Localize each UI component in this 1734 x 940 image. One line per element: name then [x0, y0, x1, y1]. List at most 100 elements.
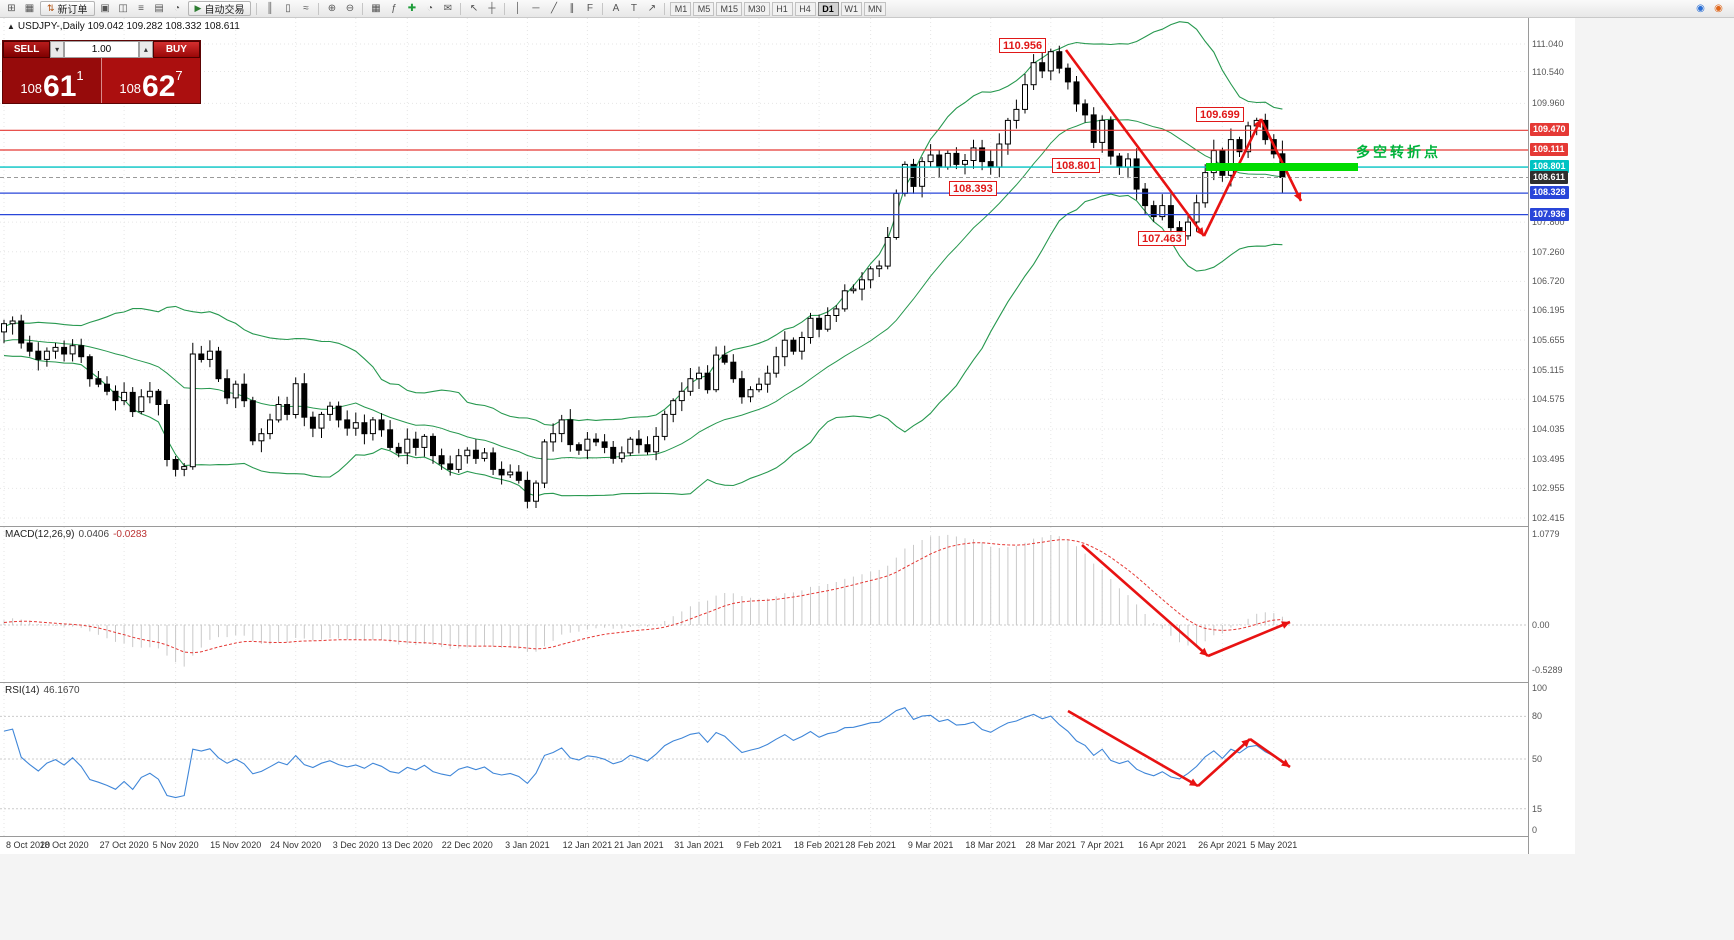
channel-icon[interactable]: ∥	[569, 3, 575, 14]
timeframe-button-w1[interactable]: W1	[840, 1, 862, 16]
top-toolbar: ⊞ ▦ ⇅ 新订单 ▣ ◫ ≡ ▤ ◔ ▶ 自动交易 ║ ▯ ≈ ⊕ ⊖ ▦ ƒ ✚ ◔ ✉ ↖ ┼ │ ─ ╱ ∥ F A T ↗…	[0, 0, 1734, 18]
axis-label: 0.00	[1532, 620, 1550, 630]
autotrade-play-icon: ▶	[194, 3, 202, 13]
timeframe-toolbar: M1 M5 M15 M30 H1 H4 D1 W1 MN	[670, 1, 887, 16]
axis-label: 102.955	[1532, 483, 1565, 494]
axis-label: 0	[1532, 825, 1538, 835]
fibo-icon[interactable]: F	[586, 3, 594, 14]
axis-label: 50	[1532, 754, 1543, 764]
rsi-panel-canvas[interactable]	[0, 683, 1528, 836]
date-label: 28 Mar 2021	[1025, 840, 1077, 850]
volume-decrease-button[interactable]: ▾	[50, 41, 64, 58]
date-label: 22 Dec 2020	[441, 840, 493, 850]
alert-icon[interactable]: ◉	[1714, 3, 1723, 14]
panel-separator[interactable]	[0, 682, 1575, 683]
periods-icon[interactable]: ◔	[426, 3, 433, 14]
timeframe-button-m30[interactable]: M30	[743, 1, 770, 16]
ask-price-figure: 108	[119, 81, 142, 96]
toolbar-separator	[602, 2, 604, 15]
data-window-icon[interactable]: ◫	[118, 3, 128, 14]
date-label: 5 Nov 2020	[152, 840, 199, 850]
line-chart-icon[interactable]: ≈	[303, 3, 309, 14]
bid-price-figure: 108	[20, 81, 43, 96]
bid-price-pips: 61	[43, 69, 77, 103]
navigator-icon[interactable]: ≡	[138, 3, 144, 14]
symbol-marker-icon: ▲	[7, 22, 15, 31]
axis-label: 107.260	[1532, 246, 1565, 257]
one-click-order-row: SELL ▾ ▴ BUY	[3, 41, 200, 58]
sell-button[interactable]: SELL	[3, 41, 51, 58]
toolbar-separator	[362, 2, 364, 15]
zoom-in-icon[interactable]: ⊕	[327, 3, 337, 14]
market-watch-icon[interactable]: ▣	[100, 3, 110, 14]
text-icon[interactable]: A	[612, 3, 620, 14]
date-label: 9 Feb 2021	[736, 840, 782, 850]
terminal-icon[interactable]: ▤	[154, 3, 164, 14]
date-label: 18 Mar 2021	[965, 840, 1016, 850]
date-label: 27 Oct 2020	[99, 840, 149, 850]
axis-label: -0.5289	[1532, 664, 1563, 675]
panel-separator[interactable]	[0, 526, 1575, 527]
axis-label: 109.960	[1532, 98, 1565, 109]
date-label: 26 Apr 2021	[1198, 840, 1247, 850]
zoom-out-icon[interactable]: ⊖	[345, 3, 355, 14]
bid-price[interactable]: 108 61 1	[3, 58, 101, 103]
timeframe-button-m5[interactable]: M5	[693, 1, 715, 16]
timeframe-button-m1[interactable]: M1	[670, 1, 692, 16]
autotrade-button[interactable]: ▶ 自动交易	[187, 1, 252, 16]
date-label: 9 Mar 2021	[907, 840, 954, 850]
price-line-label: 107.936	[1530, 207, 1569, 221]
axis-label: 15	[1532, 803, 1543, 814]
axis-label: 103.495	[1532, 453, 1565, 464]
axis-label: 106.720	[1532, 276, 1565, 287]
timeframe-button-m15[interactable]: M15	[716, 1, 742, 16]
macd-signal-value: -0.0283	[113, 529, 147, 540]
cursor-icon[interactable]: ↖	[469, 3, 479, 14]
main-chart-canvas[interactable]	[0, 18, 1528, 526]
indicators-icon[interactable]: ƒ	[391, 3, 397, 14]
date-axis: 8 Oct 2020 18 Oct 2020 27 Oct 2020 5 Nov 20…	[0, 837, 1528, 854]
volume-input[interactable]	[64, 41, 139, 58]
new-order-icon: ⇅	[47, 3, 55, 13]
rsi-label: RSI(14)	[5, 685, 40, 696]
tile-windows-icon[interactable]: ▦	[371, 3, 381, 14]
chart-window: ▲ USDJPY-,Daily 109.042 109.282 108.332 1…	[0, 18, 1575, 854]
bars-icon[interactable]: ║	[266, 3, 274, 14]
strategy-tester-icon[interactable]: ◔	[174, 3, 181, 14]
new-chart-icon[interactable]: ⊞	[7, 3, 16, 14]
vline-icon[interactable]: │	[514, 3, 522, 14]
new-order-button[interactable]: ⇅ 新订单	[40, 1, 95, 16]
label-icon[interactable]: T	[630, 3, 638, 14]
buy-button[interactable]: BUY	[152, 41, 200, 58]
timeframe-button-h4[interactable]: H4	[794, 1, 816, 16]
ask-price[interactable]: 108 62 7	[101, 58, 200, 103]
toolbar-separator	[664, 2, 666, 15]
arrow-objects-icon[interactable]: ↗	[647, 3, 657, 14]
timeframe-button-h1[interactable]: H1	[771, 1, 793, 16]
panel-separator[interactable]	[0, 836, 1575, 837]
timeframe-button-mn[interactable]: MN	[864, 1, 886, 16]
add-indicator-icon[interactable]: ✚	[407, 3, 417, 14]
candles-icon[interactable]: ▯	[285, 3, 291, 14]
community-icon[interactable]: ◉	[1696, 3, 1705, 14]
templates-icon[interactable]: ✉	[443, 3, 453, 14]
hline-icon[interactable]: ─	[532, 3, 540, 14]
right-icon-group: ◉ ◉	[1692, 1, 1727, 16]
crosshair-icon[interactable]: ┼	[488, 3, 496, 14]
macd-main-value: 0.0406	[78, 529, 110, 540]
axis-label: 107.800	[1532, 217, 1565, 228]
profiles-icon[interactable]: ▦	[24, 3, 35, 14]
volume-increase-button[interactable]: ▴	[139, 41, 153, 58]
file-icon-group: ⊞ ▦	[3, 1, 38, 16]
macd-panel-canvas[interactable]	[0, 527, 1528, 682]
axis-label: 104.575	[1532, 394, 1565, 405]
trendline-icon[interactable]: ╱	[550, 3, 557, 14]
date-label: 21 Jan 2021	[614, 840, 664, 850]
timeframe-button-d1[interactable]: D1	[817, 1, 839, 16]
axis-label: 80	[1532, 711, 1543, 722]
date-label: 5 May 2021	[1250, 840, 1298, 850]
bid-price-point: 1	[76, 68, 84, 83]
tools-icon-group: ║ ▯ ≈ ⊕ ⊖ ▦ ƒ ✚ ◔ ✉ ↖ ┼ │ ─ ╱ ∥ F A T ↗	[253, 1, 668, 16]
axis-label: 106.195	[1532, 305, 1565, 316]
